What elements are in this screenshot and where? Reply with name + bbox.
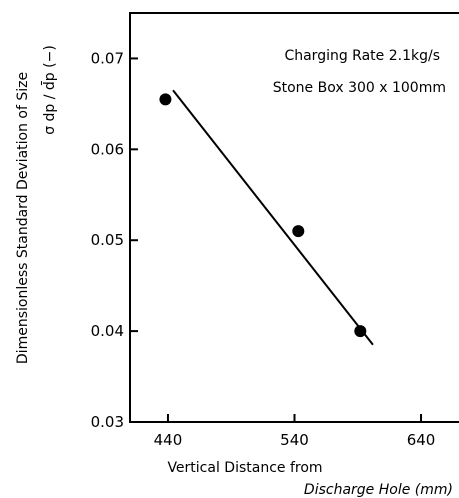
y-tick-label: 0.07 [91, 49, 124, 67]
x-axis-label-line2: Discharge Hole (mm) [304, 482, 453, 498]
data-point [159, 93, 172, 106]
y-tick-label: 0.04 [91, 322, 124, 340]
data-point [354, 325, 367, 338]
x-tick-label: 540 [280, 431, 309, 449]
y-tick-label: 0.05 [91, 231, 124, 249]
y-tick-label: 0.03 [91, 413, 124, 431]
y-axis-label-line2: σ dp / d̄p (−) [40, 45, 58, 135]
annotation-charging-rate: Charging Rate 2.1kg/s [284, 48, 440, 64]
x-tick-label: 440 [154, 431, 183, 449]
fit-line [172, 89, 374, 346]
data-point [292, 225, 305, 238]
y-axis-label-line1: Dimensionless Standard Deviation of Size [15, 72, 31, 364]
y-tick-label: 0.06 [91, 140, 124, 158]
x-axis-label-line1: Vertical Distance from [167, 460, 322, 476]
x-tick-label: 640 [407, 431, 436, 449]
annotation-stone-box: Stone Box 300 x 100mm [273, 80, 446, 96]
